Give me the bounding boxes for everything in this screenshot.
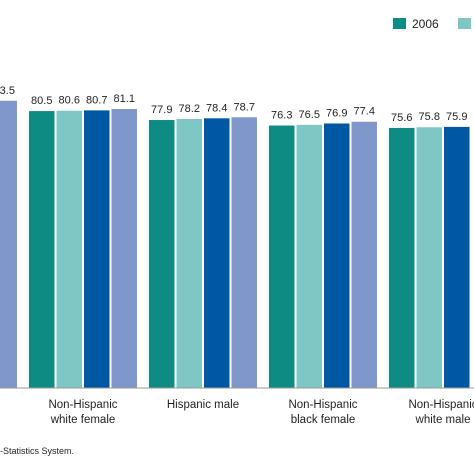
value-label: 80.6 [59, 95, 80, 107]
value-label: 80.5 [31, 95, 52, 107]
x-tick-label: Hispanic male [167, 399, 239, 411]
bar [389, 127, 415, 388]
value-label: 75.9 [446, 111, 467, 123]
value-label: 83.5 [0, 85, 15, 97]
value-label: 78.7 [234, 101, 255, 113]
source-note: -Statistics System. [0, 446, 74, 456]
bar [176, 118, 202, 388]
value-label: 77.4 [354, 106, 375, 118]
legend-label: 2006 [412, 17, 439, 31]
bar [416, 127, 442, 389]
value-label: 78.2 [179, 103, 200, 115]
bar [231, 117, 257, 388]
x-tick-label: Non-Hispanic black female [288, 399, 357, 426]
bar [0, 100, 17, 388]
value-label: 76.9 [326, 107, 347, 119]
value-label: 76.3 [271, 110, 292, 122]
bar [296, 124, 322, 388]
bar [324, 123, 350, 389]
value-label: 76.5 [299, 109, 320, 121]
value-label: 80.7 [86, 94, 107, 106]
bar [84, 110, 110, 388]
bar [444, 126, 470, 389]
value-label: 75.6 [391, 112, 412, 124]
value-label: 77.9 [151, 104, 172, 116]
bar [111, 109, 137, 389]
bar [56, 110, 82, 389]
value-label: 75.8 [419, 111, 440, 123]
value-label: 81.1 [114, 93, 135, 105]
bar [149, 120, 175, 389]
x-tick-label: Non-Hispanic white female [48, 399, 117, 426]
bar [29, 111, 55, 388]
legend-swatch [393, 18, 406, 29]
value-label: 78.4 [206, 102, 227, 114]
legend-swatch [458, 18, 471, 29]
x-tick-label: Non-Hispanic white male [408, 399, 474, 426]
bar [351, 121, 377, 388]
bar [204, 118, 230, 388]
bar [269, 125, 295, 388]
